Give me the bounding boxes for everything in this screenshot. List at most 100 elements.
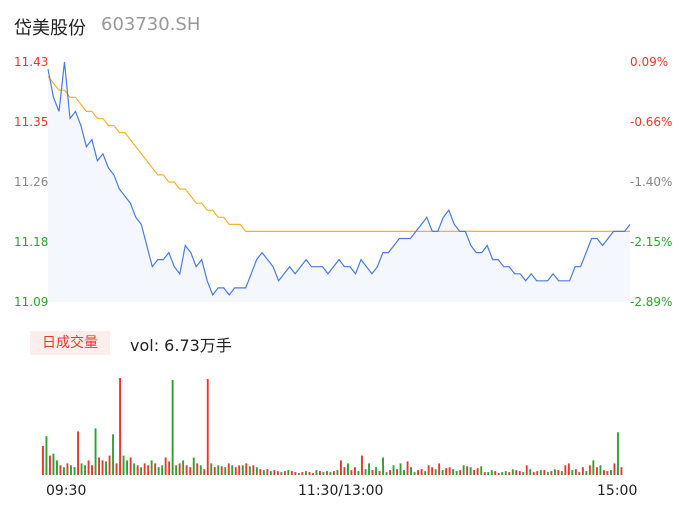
- volume-bar: [280, 472, 283, 475]
- x-tick-label: 09:30: [46, 483, 86, 499]
- volume-bar: [287, 470, 290, 475]
- stock-code: 603730.SH: [101, 14, 201, 35]
- volume-bar: [364, 469, 367, 475]
- volume-bar: [511, 469, 514, 475]
- y-tick-left: 11.09: [14, 295, 48, 309]
- x-tick-label: 11:30/13:00: [298, 483, 383, 499]
- volume-bar: [178, 463, 181, 475]
- volume-bar: [357, 471, 360, 475]
- volume-bar: [410, 467, 412, 475]
- volume-bar: [529, 469, 532, 475]
- volume-bar: [182, 460, 185, 475]
- volume-bar: [596, 467, 598, 475]
- volume-bar: [462, 465, 465, 475]
- volume-bar: [459, 470, 462, 475]
- volume-bar: [431, 467, 434, 475]
- volume-bar: [543, 470, 546, 475]
- volume-bar: [305, 471, 307, 475]
- volume-bar: [382, 457, 384, 475]
- volume-bar: [343, 467, 346, 475]
- volume-bar: [77, 431, 79, 475]
- volume-bar: [487, 472, 490, 475]
- volume-bar: [578, 472, 581, 475]
- volume-bar: [536, 471, 539, 475]
- volume-bar: [234, 467, 237, 475]
- volume-bar: [371, 470, 374, 475]
- volume-bar: [206, 379, 209, 475]
- volume-bar: [620, 467, 623, 475]
- price-area: [48, 62, 630, 302]
- volume-bar: [269, 471, 272, 475]
- volume-bar: [94, 428, 97, 475]
- volume-bar: [220, 466, 223, 475]
- volume-bar: [466, 466, 469, 475]
- volume-bar: [483, 472, 486, 475]
- volume-bar: [518, 471, 521, 475]
- volume-bar: [399, 463, 402, 475]
- volume-bar: [87, 460, 90, 475]
- volume-bar: [255, 467, 258, 475]
- volume-bar: [574, 469, 577, 475]
- volume-bar: [333, 471, 335, 475]
- volume-bar: [406, 461, 409, 475]
- volume-bar: [585, 471, 588, 475]
- volume-bar: [396, 469, 398, 475]
- volume-bar: [469, 467, 472, 475]
- volume-bar: [273, 470, 276, 475]
- volume-bar: [392, 465, 395, 475]
- volume-bar: [599, 465, 602, 475]
- volume-bar: [115, 463, 118, 475]
- volume-bar: [168, 461, 171, 475]
- volume-bar: [245, 463, 248, 475]
- volume-bar: [126, 460, 128, 475]
- volume-bar: [347, 463, 349, 475]
- volume-bar: [592, 460, 595, 475]
- volume-bar: [301, 472, 304, 475]
- volume-bar: [567, 463, 570, 475]
- volume-bar: [452, 469, 455, 475]
- volume-bar: [553, 469, 556, 475]
- volume-bar: [91, 465, 93, 475]
- volume-bar: [248, 466, 251, 475]
- volume-bar: [354, 467, 356, 475]
- volume-bar: [133, 463, 136, 475]
- volume-bar: [196, 463, 199, 475]
- volume-bar: [385, 472, 388, 475]
- volume-bar: [403, 470, 405, 475]
- volume-bar: [213, 467, 216, 475]
- volume-bar: [112, 434, 114, 475]
- volume-bar: [508, 472, 511, 475]
- volume-bar: [539, 470, 542, 475]
- volume-bar: [217, 465, 220, 475]
- volume-bar: [49, 455, 51, 475]
- volume-bar: [224, 467, 227, 475]
- volume-bar: [252, 465, 255, 475]
- volume-bar: [59, 465, 62, 475]
- volume-bar: [497, 473, 500, 475]
- y-tick-right: -0.66%: [630, 115, 672, 129]
- volume-bar: [581, 467, 584, 475]
- volume-bar: [501, 472, 504, 475]
- y-tick-left: 11.43: [14, 55, 48, 69]
- volume-bar: [480, 466, 483, 475]
- volume-bar: [441, 470, 444, 475]
- volume-bar: [322, 472, 325, 475]
- volume-tab[interactable]: 日成交量: [30, 331, 110, 355]
- y-tick-right: -1.40%: [630, 175, 672, 189]
- volume-bar: [525, 465, 528, 475]
- volume-bar: [308, 472, 311, 475]
- volume-bar: [238, 465, 241, 475]
- volume-bar: [445, 468, 448, 475]
- volume-bar: [262, 470, 265, 475]
- volume-bar: [490, 470, 493, 475]
- volume-bar: [420, 469, 423, 475]
- volume-bar: [140, 467, 143, 475]
- volume-bar: [52, 453, 55, 475]
- average-price-line: [47, 75, 630, 232]
- volume-readout: vol: 6.73万手: [130, 336, 232, 355]
- volume-bar: [171, 379, 174, 475]
- volume-bar: [389, 470, 391, 475]
- volume-bar: [157, 467, 160, 475]
- volume-bar: [154, 463, 157, 475]
- volume-bar: [175, 465, 178, 475]
